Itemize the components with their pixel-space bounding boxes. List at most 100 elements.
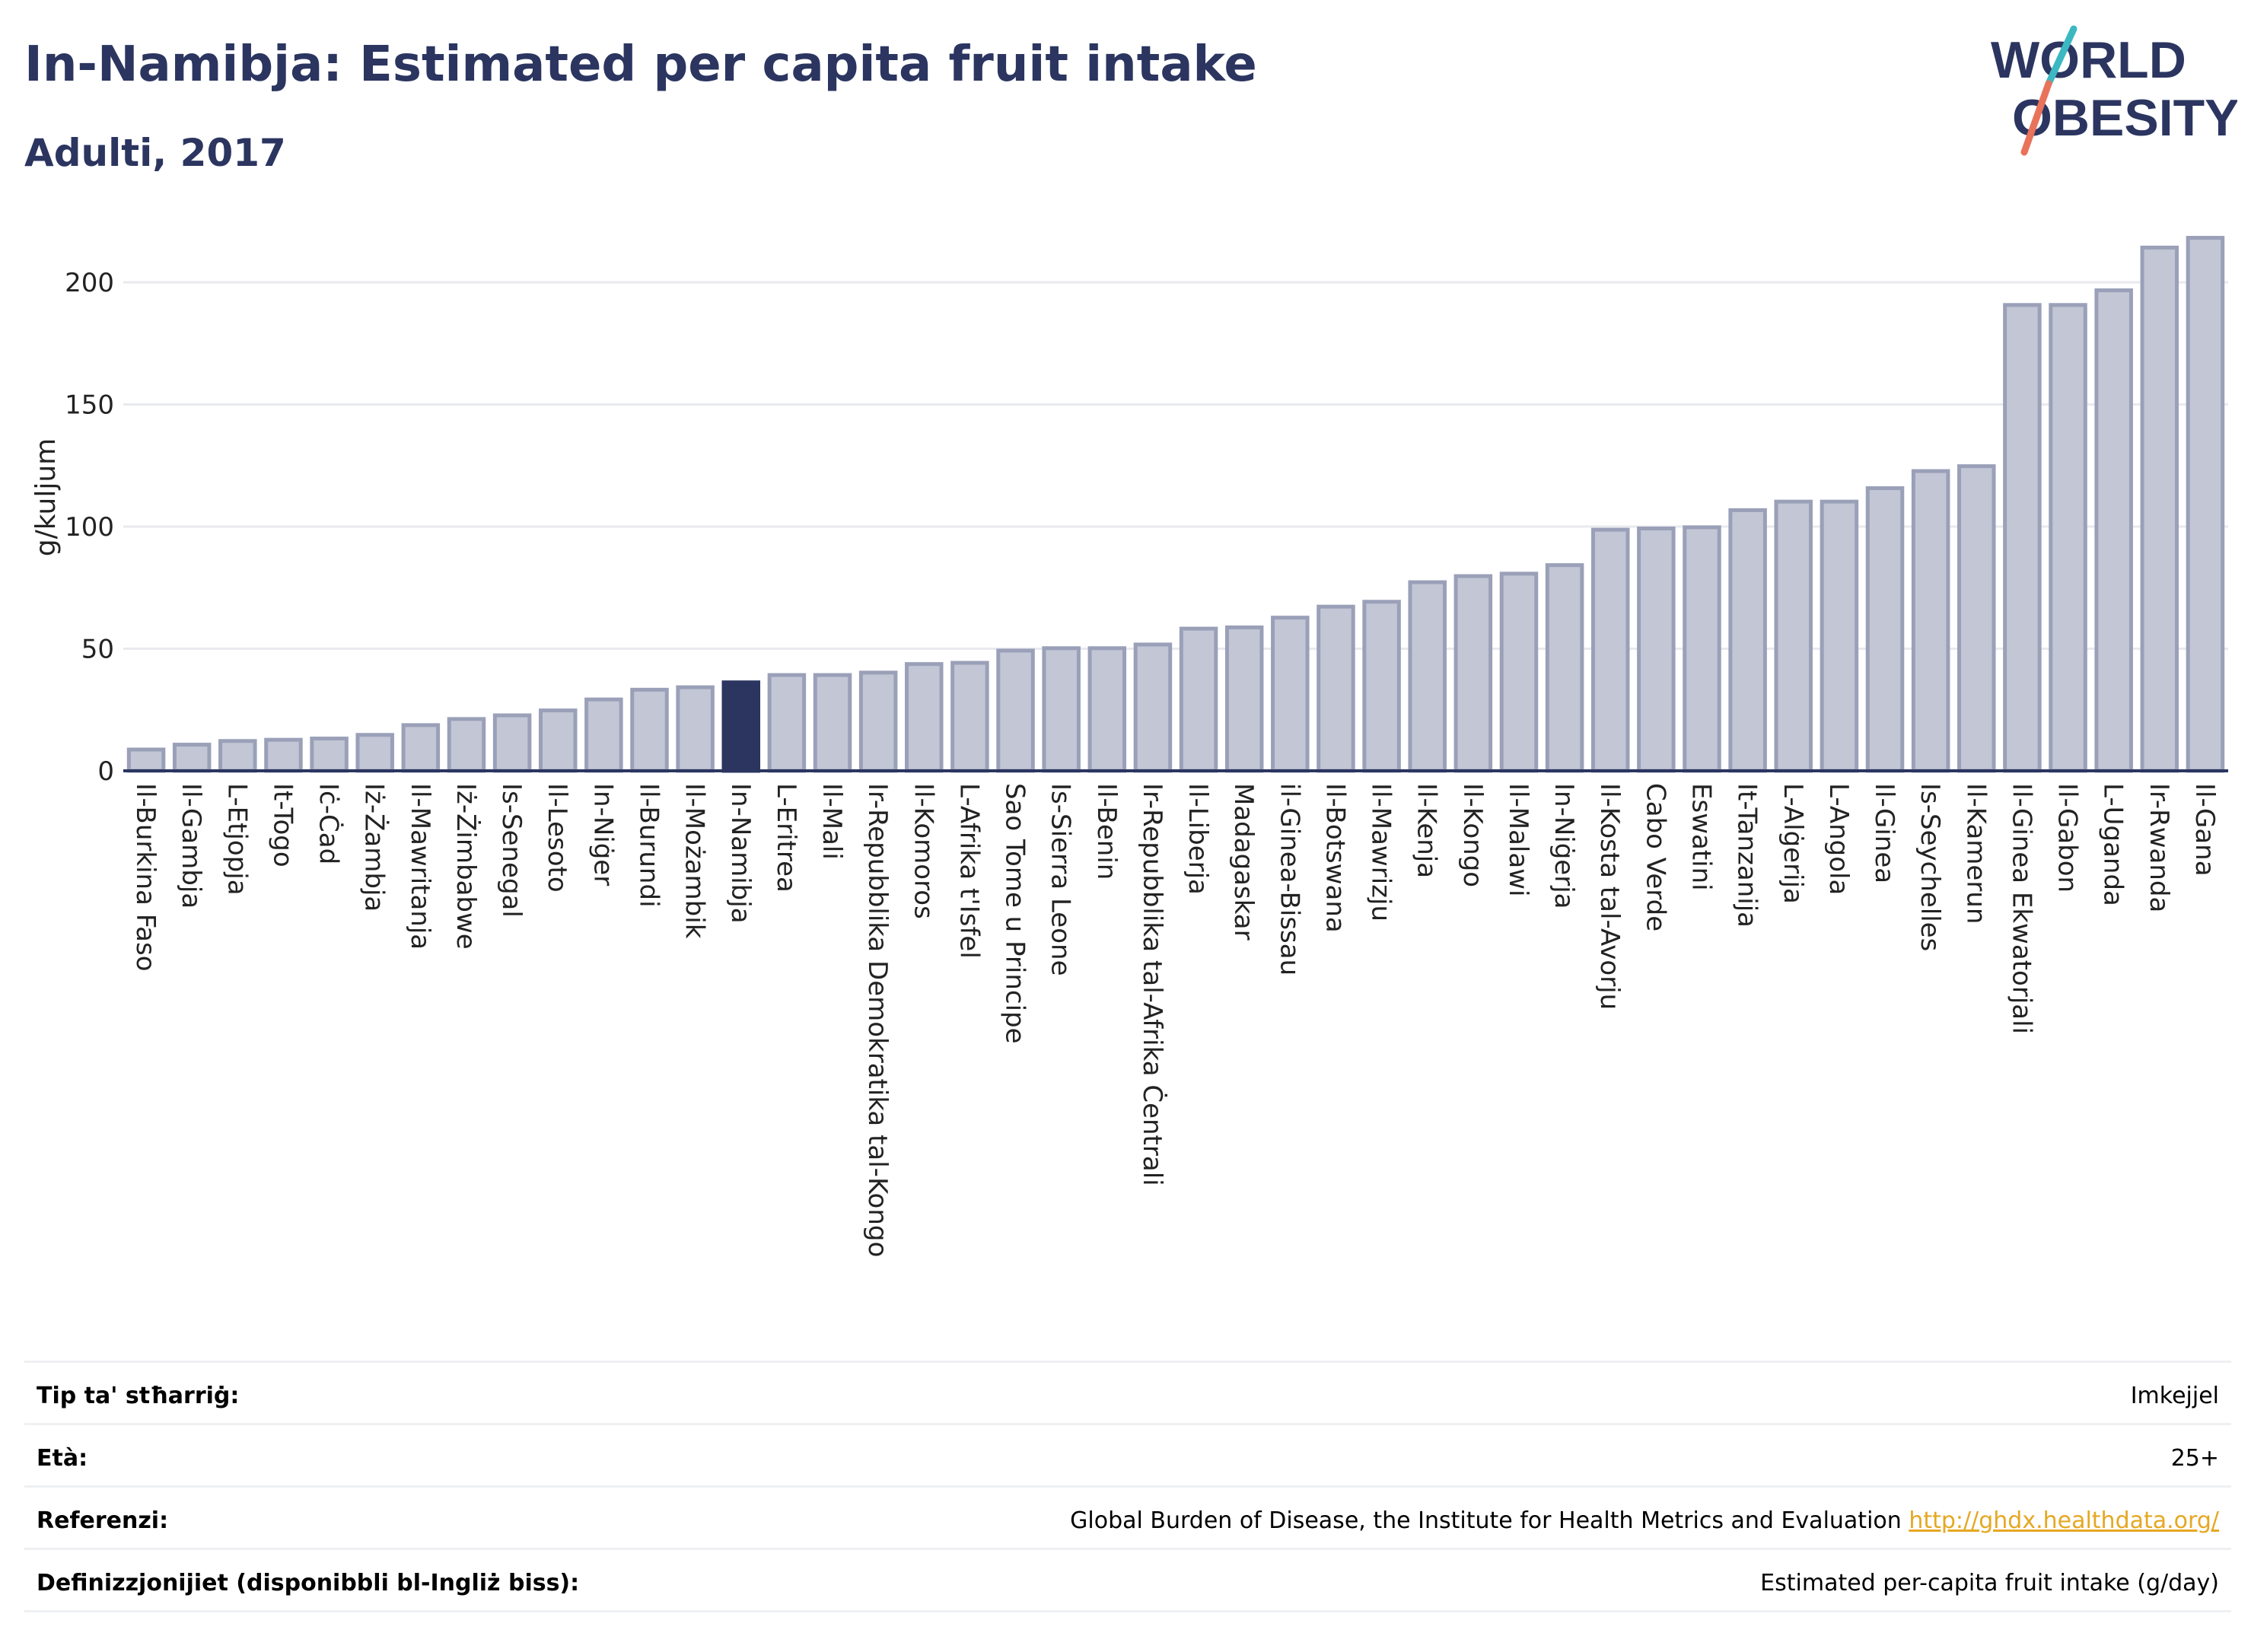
bar-i-imbabwe (447, 717, 486, 773)
bar-il-burkina-faso (126, 747, 166, 773)
bar-il-kongo (1453, 574, 1493, 773)
bar-il-komoros (905, 662, 944, 773)
x-tick-label: L-Angola (1823, 783, 1854, 895)
x-tick-label: Iż-Żambja (359, 783, 390, 912)
bar-il-mali (813, 673, 852, 773)
x-tick-label: Ir-Repubblika tal-Afrika Ċentrali (1137, 783, 1168, 1186)
y-tick-label: 50 (81, 635, 114, 665)
bar-il-botswana (1317, 604, 1355, 773)
x-tick-label: Il-Komoros (908, 783, 938, 919)
bar-il-kamerun (1957, 464, 1996, 773)
bar-il-kenja (1408, 580, 1447, 773)
x-tick-label: Il-Malawi (1503, 783, 1533, 896)
metadata-label: Definizzjonijiet (disponibbli bl-Ingliż … (37, 1570, 580, 1596)
x-tick-label: L-Alġerija (1778, 783, 1808, 904)
bar-i-ambja (355, 733, 394, 773)
x-tick-label: Ir-Repubblika Demokratika tal-Kongo (862, 783, 893, 1257)
x-tick-label: Il-Kongo (1457, 783, 1488, 887)
x-tick-label: Sao Tome u Principe (1000, 783, 1030, 1044)
x-tick-label: Madagaskar (1228, 783, 1259, 941)
y-tick-label: 0 (97, 756, 114, 787)
x-tick-label: Is-Senegal (496, 783, 527, 918)
bar-ir-repubblika-tal-afrika-entrali (1133, 642, 1173, 773)
x-tick-label: Il-Kosta tal-Avorju (1594, 783, 1625, 1010)
bar-il-burundi (630, 687, 669, 773)
x-tick-label: Ir-Rwanda (2144, 783, 2174, 912)
axis-labels: 0 50 100 150 200 g/kuljum Il-Burkina Faso Il-Ga… (30, 268, 2220, 1257)
bar-is-sierra-leone (1042, 646, 1081, 773)
bar-il-ginea-ekwatorjali (2003, 303, 2042, 773)
bar-il-lesoto (538, 708, 578, 773)
bar-l-eritrea (767, 673, 807, 773)
x-tick-label: L-Etjopja (221, 783, 252, 896)
bar-is-seychelles (1911, 469, 1950, 773)
bar-it-tanzanija (1728, 508, 1767, 773)
bar-i-ad (310, 737, 349, 773)
x-tick-label: Iċ-Ċad (314, 783, 345, 864)
x-tick-label: Il-Lesoto (542, 783, 572, 893)
x-tick-label: Il-Burundi (634, 783, 664, 908)
bar-in-namibja (721, 680, 761, 773)
bar-cabo-verde (1637, 527, 1676, 773)
bar-il-malawi (1499, 571, 1539, 773)
bar-il-mawrizju (1362, 600, 1401, 773)
metadata-row: Età: 25+ (24, 1423, 2231, 1488)
x-tick-label: Il-Kamerun (1960, 783, 1991, 924)
metadata-label: Referenzi: (37, 1507, 169, 1534)
metadata-row: Referenzi: Global Burden of Disease, the … (24, 1485, 2231, 1550)
x-tick-label: Il-Ginea Ekwatorjali (2006, 783, 2036, 1034)
x-tick-label: il-Ginea-Bissau (1274, 783, 1304, 976)
bar-il-gambja (172, 743, 212, 773)
x-tick-label: In-Niġerja (1549, 783, 1579, 909)
bar-il-gabon (2049, 303, 2087, 773)
x-tick-label: Il-Gabon (2052, 783, 2083, 893)
bar-is-senegal (492, 713, 532, 773)
x-tick-label: It-Tanzanija (1732, 783, 1762, 928)
x-tick-label: Il-Liberja (1183, 783, 1213, 895)
x-tick-label: L-Uganda (2098, 783, 2128, 906)
metadata-row: Tip ta' stħarriġ: Imkejjel (24, 1361, 2231, 1425)
bar-il-ginea-bissau (1271, 616, 1310, 773)
x-tick-label: Cabo Verde (1640, 783, 1670, 931)
y-tick-label: 100 (65, 512, 114, 543)
x-tick-label: Il-Ginea (1869, 783, 1899, 883)
bar-in-ni-er (584, 697, 623, 773)
bar-il-benin (1087, 646, 1127, 773)
bar-il-mawritanja (401, 723, 441, 773)
x-tick-label: Il-Gana (2189, 783, 2220, 877)
x-tick-label: Is-Sierra Leone (1046, 783, 1076, 976)
y-tick-label: 200 (65, 268, 114, 298)
x-tick-label: L-Eritrea (771, 783, 801, 893)
bar-l-uganda (2094, 288, 2133, 773)
reference-link[interactable]: http://ghdx.healthdata.org/ (1909, 1507, 2219, 1534)
bar-madagaskar (1224, 625, 1264, 773)
x-tick-label: Il-Możambik (680, 783, 710, 939)
metadata-bottom-border (24, 1610, 2231, 1612)
x-tick-label: L-Afrika t'Isfel (954, 783, 984, 959)
metadata-row: Definizzjonijiet (disponibbli bl-Ingliż … (24, 1548, 2231, 1612)
metadata-value: Estimated per-capita fruit intake (g/day… (1760, 1570, 2219, 1596)
bar-chart: 0 50 100 150 200 g/kuljum Il-Burkina Faso Il-Ga… (30, 236, 2228, 1257)
bar-l-afrika-t-isfel (950, 660, 989, 773)
y-tick-label: 150 (65, 390, 114, 421)
x-tick-label: In-Niġer (587, 783, 618, 886)
bar-eswatini (1683, 525, 1721, 773)
logo-slash-teal (2045, 25, 2077, 88)
x-tick-label: Il-Burkina Faso (130, 783, 161, 972)
bar-il-kosta-tal-avorju (1590, 527, 1630, 773)
logo-text-world: WORLD (1991, 31, 2186, 89)
bar-l-al-erija (1774, 499, 1813, 773)
x-tick-label: Eswatini (1686, 783, 1717, 891)
bar-ir-repubblika-demokratika-tal-kongo (858, 670, 898, 773)
x-tick-label: Il-Mawrizju (1366, 783, 1396, 921)
metadata-value: Global Burden of Disease, the Institute … (1070, 1507, 2219, 1534)
y-axis-label: g/kuljum (30, 438, 62, 556)
bar-il-mo-ambik (676, 685, 715, 773)
x-tick-label: Il-Kenja (1412, 783, 1442, 878)
bar-l-angola (1820, 499, 1859, 773)
x-tick-label: Il-Botswana (1320, 783, 1350, 933)
bar-il-liberja (1179, 626, 1218, 773)
metadata-label: Tip ta' stħarriġ: (37, 1383, 240, 1409)
logo-slash-red (2020, 80, 2052, 156)
bars (126, 236, 2225, 773)
